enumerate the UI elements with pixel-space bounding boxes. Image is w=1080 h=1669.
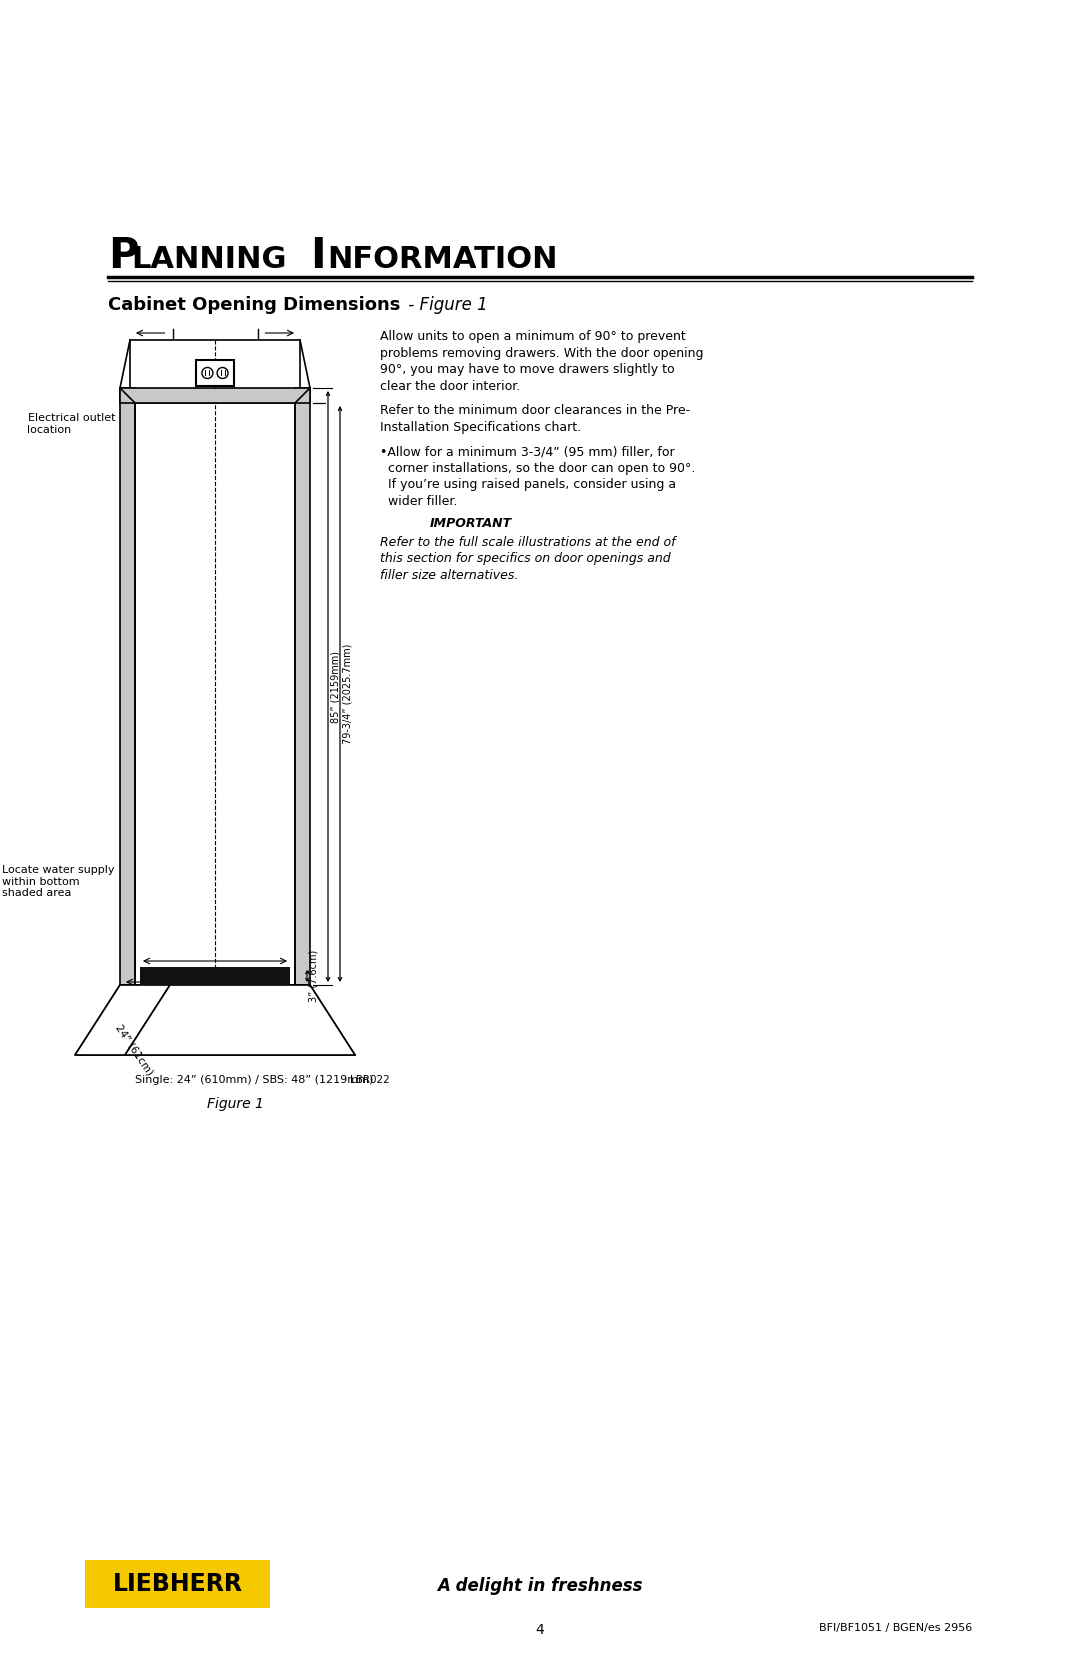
Text: If you’re using raised panels, consider using a: If you’re using raised panels, consider …: [380, 477, 676, 491]
Text: LANNING: LANNING: [131, 245, 286, 274]
Text: 4: 4: [536, 1622, 544, 1637]
Text: Allow units to open a minimum of 90° to prevent: Allow units to open a minimum of 90° to …: [380, 330, 686, 344]
Text: NFORMATION: NFORMATION: [327, 245, 557, 274]
Polygon shape: [75, 985, 170, 1055]
Circle shape: [202, 367, 213, 379]
Bar: [195, 361, 234, 386]
Text: Single: 24” (610mm) / SBS: 48” (1219mm): Single: 24” (610mm) / SBS: 48” (1219mm): [135, 1075, 374, 1085]
Text: Figure 1: Figure 1: [206, 1097, 264, 1112]
Text: LIEBHERR: LIEBHERR: [112, 1572, 243, 1596]
Circle shape: [217, 367, 228, 379]
Text: problems removing drawers. With the door opening: problems removing drawers. With the door…: [380, 347, 703, 359]
Text: LBR022: LBR022: [350, 1075, 390, 1085]
Text: 85” (2159mm): 85” (2159mm): [330, 651, 340, 723]
Text: Installation Specifications chart.: Installation Specifications chart.: [380, 421, 581, 434]
Text: 79-3/4” (2025.7mm): 79-3/4” (2025.7mm): [342, 644, 352, 744]
Text: 90°, you may have to move drawers slightly to: 90°, you may have to move drawers slight…: [380, 362, 675, 376]
Text: clear the door interior.: clear the door interior.: [380, 379, 521, 392]
Text: 24” (61cm): 24” (61cm): [113, 1021, 154, 1077]
Bar: [120, 387, 135, 985]
Text: I: I: [310, 235, 326, 277]
Text: Refer to the full scale illustrations at the end of: Refer to the full scale illustrations at…: [380, 536, 675, 549]
Text: Refer to the minimum door clearances in the Pre-: Refer to the minimum door clearances in …: [380, 404, 690, 417]
Text: Cabinet Opening Dimensions: Cabinet Opening Dimensions: [108, 295, 401, 314]
Text: filler size alternatives.: filler size alternatives.: [380, 569, 518, 581]
Text: A delight in freshness: A delight in freshness: [437, 1577, 643, 1596]
Text: - Figure 1: - Figure 1: [403, 295, 488, 314]
Text: IMPORTANT: IMPORTANT: [430, 517, 512, 531]
Text: Electrical outlet
location: Electrical outlet location: [27, 412, 114, 434]
Bar: [85, 1561, 270, 1607]
Text: 3” (7.6cm): 3” (7.6cm): [309, 950, 319, 1001]
Bar: [295, 387, 310, 985]
Text: BFI/BF1051 / BGEN/es 2956: BFI/BF1051 / BGEN/es 2956: [819, 1622, 972, 1632]
Polygon shape: [125, 985, 355, 1055]
Text: P: P: [108, 235, 138, 277]
Text: this section for specifics on door openings and: this section for specifics on door openi…: [380, 552, 671, 566]
Text: wider filler.: wider filler.: [380, 494, 457, 507]
Text: Locate water supply
within bottom
shaded area: Locate water supply within bottom shaded…: [2, 865, 114, 898]
Text: •Allow for a minimum 3-3/4” (95 mm) filler, for: •Allow for a minimum 3-3/4” (95 mm) fill…: [380, 446, 675, 457]
Bar: [120, 387, 310, 402]
Bar: [140, 966, 291, 985]
Text: corner installations, so the door can open to 90°.: corner installations, so the door can op…: [380, 462, 696, 474]
